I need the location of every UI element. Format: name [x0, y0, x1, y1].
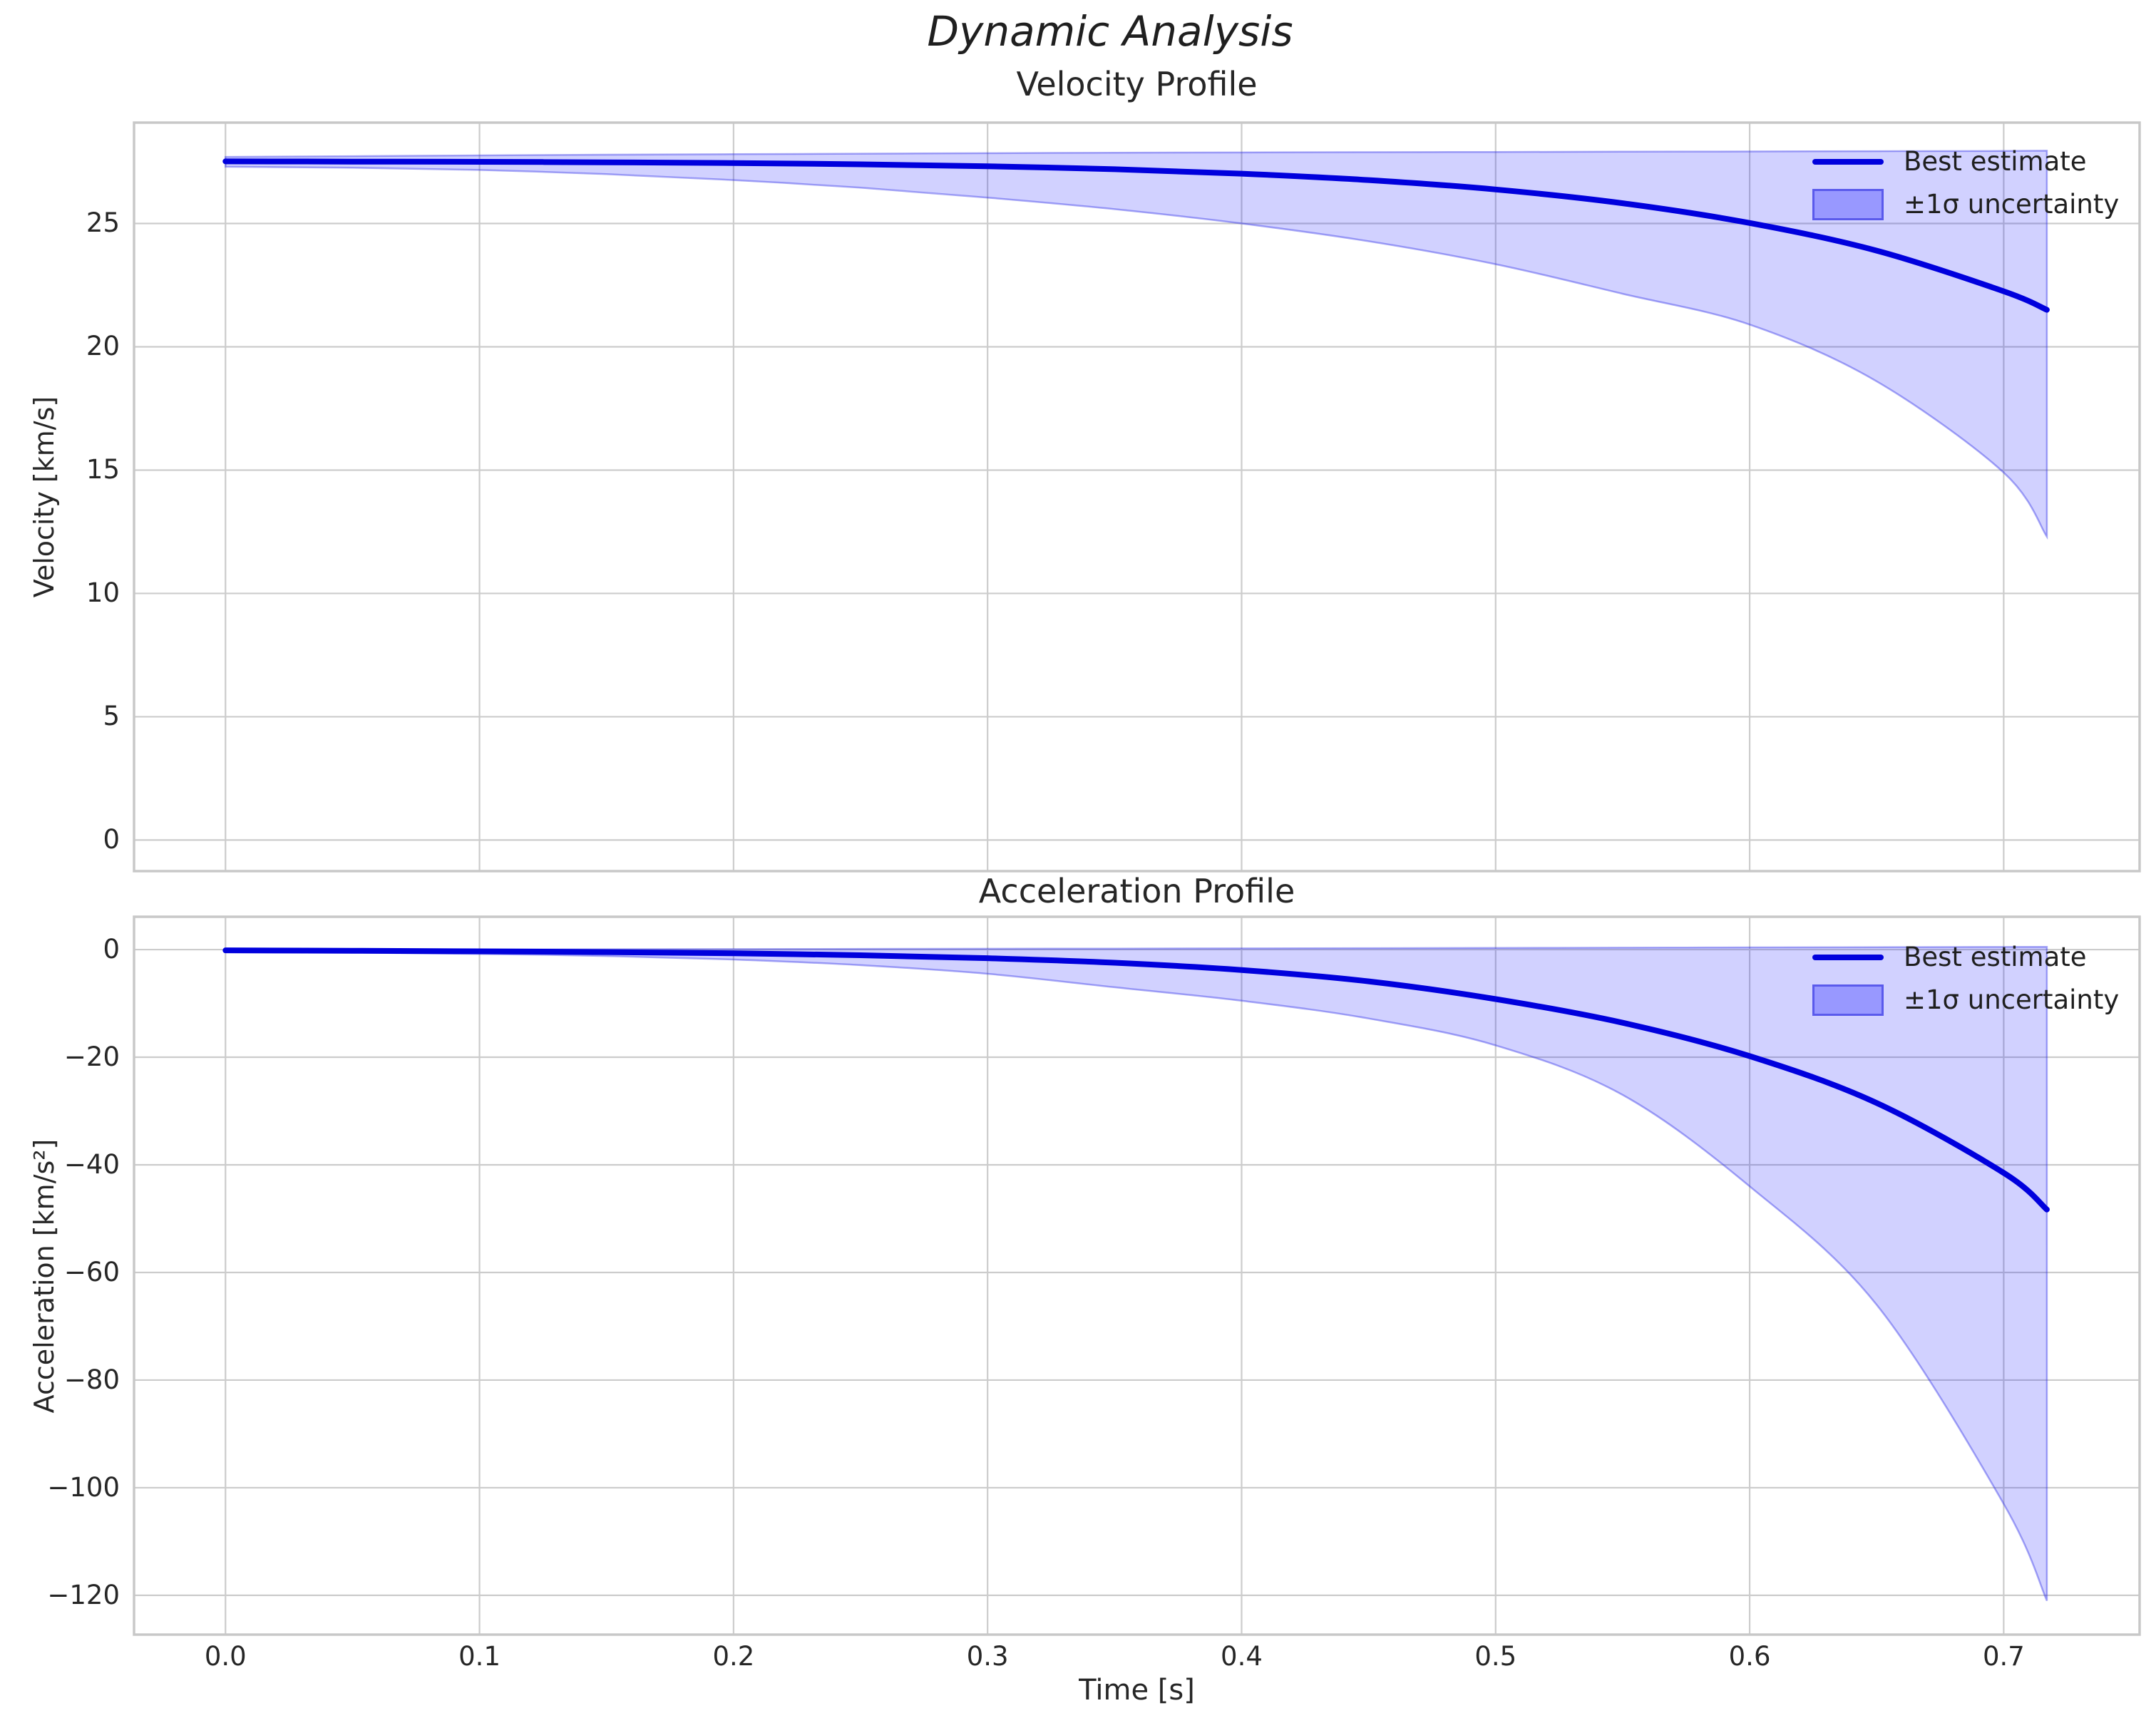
- y-tick-label: −40: [63, 1148, 120, 1180]
- y-tick-label: −60: [63, 1256, 120, 1287]
- x-axis-label: Time [s]: [1079, 1674, 1195, 1707]
- uncertainty-band-swatch: [1812, 984, 1884, 1016]
- legend-row-uncertainty: ±1σ uncertainty: [1812, 979, 2119, 1022]
- velocity-plot-title: Velocity Profile: [1016, 65, 1258, 103]
- legend-label-best-estimate: Best estimate: [1904, 942, 2087, 972]
- y-tick-label: −80: [63, 1364, 120, 1395]
- velocity-legend: Best estimate ±1σ uncertainty: [1812, 140, 2119, 226]
- legend-label-uncertainty: ±1σ uncertainty: [1904, 984, 2120, 1015]
- legend-patch-swatch-box: [1812, 984, 1884, 1016]
- y-tick-label: 25: [86, 207, 120, 239]
- legend-patch-swatch-box: [1812, 189, 1884, 220]
- legend-row-best-estimate: Best estimate: [1812, 140, 2119, 183]
- x-tick-label: 0.3: [966, 1641, 1009, 1672]
- y-tick-label: −20: [63, 1042, 120, 1073]
- y-tick-label: 5: [103, 701, 120, 732]
- velocity-best-estimate-line: [222, 158, 2050, 313]
- y-tick-label: 0: [103, 934, 120, 965]
- velocity-uncertainty-band: [225, 150, 2048, 540]
- axes-spine: [133, 121, 2141, 873]
- legend-line-swatch-box: [1812, 955, 1884, 960]
- y-tick-label: 0: [103, 824, 120, 855]
- acceleration-uncertainty-band: [225, 946, 2048, 1601]
- legend-line-swatch-box: [1812, 159, 1884, 165]
- acceleration-best-estimate-line: [222, 947, 2050, 1213]
- legend-label-best-estimate: Best estimate: [1904, 146, 2087, 177]
- acceleration-legend: Best estimate ±1σ uncertainty: [1812, 936, 2119, 1022]
- best-estimate-line-swatch: [1812, 955, 1884, 960]
- axes-spine: [133, 915, 2141, 1636]
- y-tick-label: −120: [47, 1579, 120, 1610]
- x-tick-label: 0.4: [1221, 1641, 1263, 1672]
- acceleration-plot-title: Acceleration Profile: [978, 872, 1295, 910]
- legend-label-uncertainty: ±1σ uncertainty: [1904, 189, 2120, 220]
- figure-title: Dynamic Analysis: [927, 7, 1293, 56]
- legend-row-best-estimate: Best estimate: [1812, 936, 2119, 979]
- uncertainty-band-swatch: [1812, 189, 1884, 220]
- x-tick-label: 0.5: [1474, 1641, 1517, 1672]
- x-tick-label: 0.1: [458, 1641, 500, 1672]
- y-tick-label: 15: [86, 454, 120, 485]
- legend-row-uncertainty: ±1σ uncertainty: [1812, 183, 2119, 226]
- y-tick-label: −100: [47, 1471, 120, 1503]
- x-tick-label: 0.0: [204, 1641, 247, 1672]
- best-estimate-line-swatch: [1812, 159, 1884, 165]
- x-tick-label: 0.2: [712, 1641, 755, 1672]
- y-tick-label: 10: [86, 577, 120, 609]
- x-tick-label: 0.6: [1728, 1641, 1771, 1672]
- x-tick-label: 0.7: [1982, 1641, 2025, 1672]
- velocity-y-axis-label: Velocity [km/s]: [29, 396, 60, 598]
- y-tick-label: 20: [86, 331, 120, 362]
